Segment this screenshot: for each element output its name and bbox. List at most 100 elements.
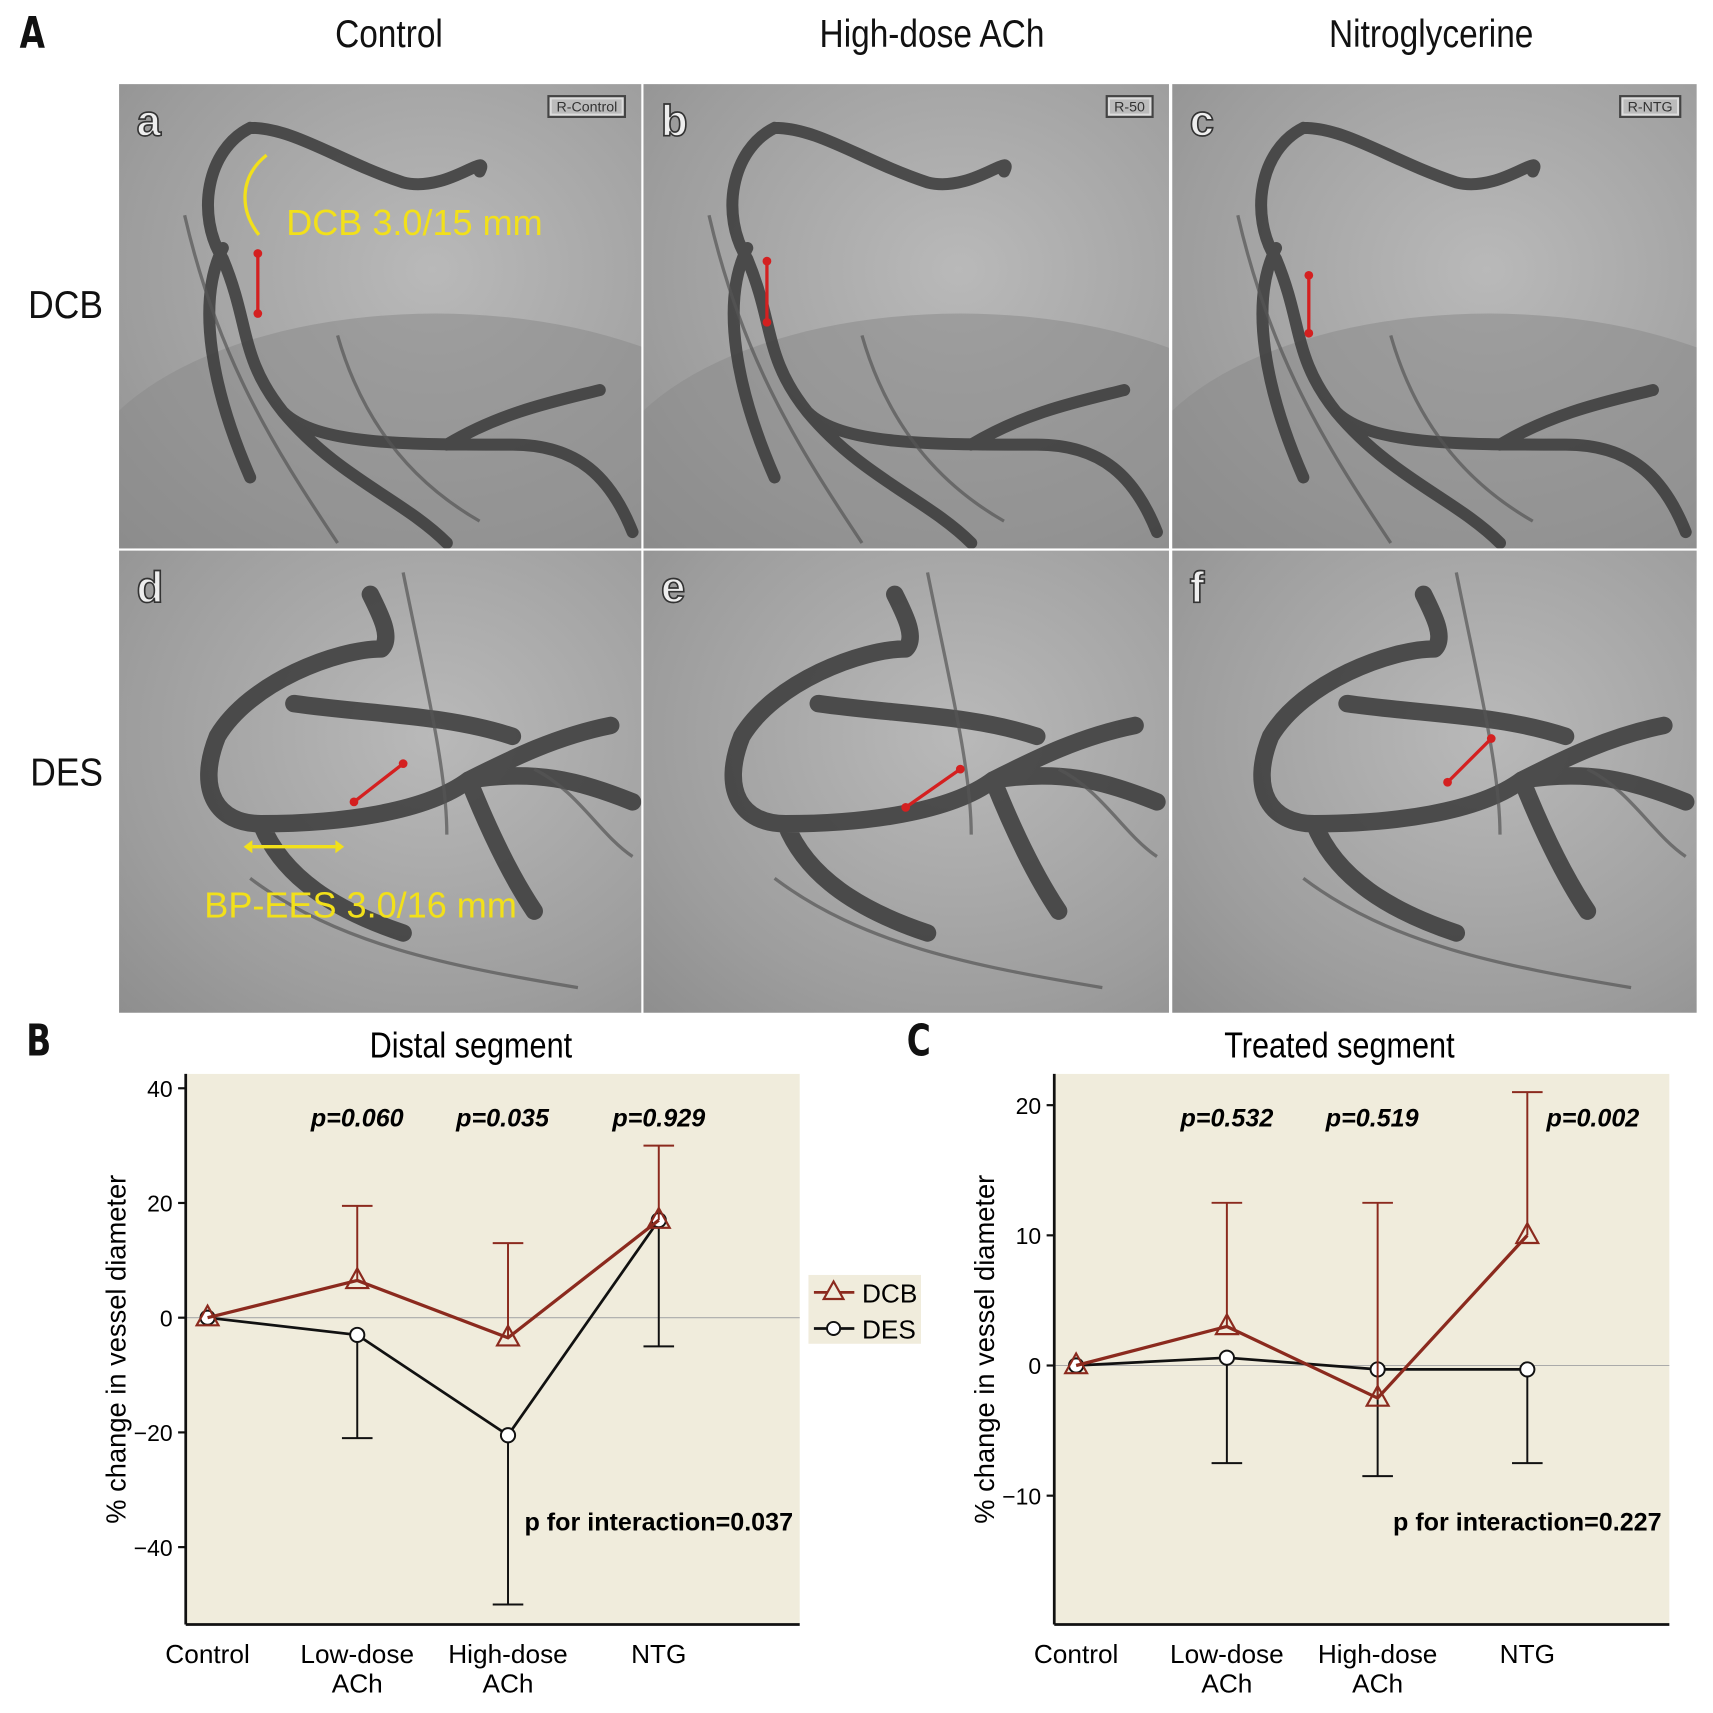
y-tick-label: 10 [1016, 1223, 1042, 1249]
p-value-label: p=0.035 [455, 1104, 550, 1132]
data-point [645, 1205, 672, 1229]
x-tick-label: ACh [1352, 1668, 1403, 1698]
x-tick-label: ACh [1201, 1668, 1252, 1698]
angiogram-image [724, 572, 1166, 990]
red-arrow-icon [1443, 734, 1496, 787]
panel-label-a: A [19, 8, 46, 59]
p-value-label: p=0.532 [1179, 1104, 1273, 1132]
red-arrow-icon [901, 764, 965, 812]
legend-marker [826, 1320, 842, 1337]
legend-label: DES [862, 1314, 916, 1344]
p-value-label: p=0.929 [611, 1104, 705, 1132]
chart-1: Treated segment % change in vessel diamet… [969, 1026, 1670, 1698]
angiogram-panel-f: f [1172, 550, 1697, 1013]
panel-letter: c [1189, 96, 1215, 146]
plot-background [185, 1073, 800, 1625]
series-line [207, 1218, 660, 1340]
data-point [344, 1266, 371, 1290]
x-tick-label: NTG [631, 1639, 686, 1669]
data-point [349, 1326, 366, 1343]
p-interaction-label: p for interaction=0.227 [1393, 1509, 1662, 1537]
data-point [1364, 1383, 1391, 1407]
x-tick-label: Control [165, 1639, 250, 1669]
y-tick-label: 40 [147, 1076, 173, 1102]
legend-label: DCB [862, 1278, 917, 1308]
red-arrow-icon [762, 256, 772, 327]
red-arrow-icon [253, 249, 263, 318]
angiogram-image [119, 121, 642, 549]
angiogram-panel-e: e [643, 550, 1169, 1013]
angiogram-panel-b: b R-50 [643, 84, 1169, 549]
data-point [1514, 1221, 1541, 1245]
plot-background [1054, 1073, 1670, 1625]
p-value-label: p=0.519 [1325, 1104, 1419, 1132]
x-tick-label: High-dose [1318, 1639, 1438, 1669]
panel-letter: b [660, 96, 688, 146]
data-point [495, 1323, 521, 1347]
y-axis-label: % change in vessel diameter [101, 1175, 132, 1524]
view-tag: R-50 [1105, 95, 1154, 118]
angiogram-panel-d: d BP-EES 3.0/16 mm [119, 550, 642, 1013]
column-header-nitroglycerine: Nitroglycerine [1329, 10, 1534, 56]
angiogram-panel-c: c R-NTG [1172, 84, 1697, 549]
yellow-arrow-icon [243, 840, 345, 854]
angiogram-image [1253, 572, 1695, 990]
p-value-label: p=0.060 [310, 1104, 404, 1132]
x-tick-label: Control [1034, 1639, 1119, 1669]
x-tick-label: Low-dose [1170, 1639, 1284, 1669]
data-point [194, 1303, 221, 1327]
series-line [207, 1219, 660, 1438]
y-tick-label: −10 [1002, 1483, 1041, 1509]
series-des [199, 1212, 675, 1606]
y-tick-label: 20 [1016, 1093, 1042, 1119]
series-line [1075, 1234, 1529, 1401]
x-tick-label: High-dose [448, 1639, 568, 1669]
chart-title: Distal segment [370, 1026, 573, 1066]
x-tick-label: ACh [483, 1668, 534, 1698]
p-interaction-label: p for interaction=0.037 [524, 1509, 793, 1537]
p-value-label: p=0.002 [1545, 1104, 1639, 1132]
angiogram-panel-a: a R-Control DCB 3.0/15 mm [119, 84, 642, 549]
angiogram-image [200, 572, 642, 990]
y-tick-label: 0 [1028, 1353, 1041, 1379]
x-tick-label: Low-dose [300, 1639, 414, 1669]
view-tag: R-Control [547, 95, 627, 118]
yellow-arrow-icon [243, 153, 268, 236]
chart-title: Treated segment [1224, 1026, 1455, 1066]
column-header-control: Control [335, 10, 443, 56]
panel-letter: f [1189, 563, 1205, 613]
red-arrow-icon [349, 759, 408, 807]
panel-letter: d [136, 563, 164, 613]
row-header-des: DES [30, 749, 104, 795]
panel-letter: e [660, 563, 686, 613]
view-tag: R-NTG [1618, 95, 1682, 118]
panel-letter: a [136, 96, 162, 146]
data-point [1063, 1351, 1089, 1375]
series-dcb [194, 1144, 675, 1347]
data-point [499, 1427, 517, 1444]
angiogram-image [1172, 121, 1697, 549]
data-point [1218, 1349, 1235, 1366]
y-axis-label: % change in vessel diameter [969, 1175, 1000, 1524]
x-tick-label: ACh [332, 1668, 383, 1698]
y-tick-label: −40 [134, 1535, 173, 1561]
series-dcb [1063, 1091, 1543, 1407]
data-point [1519, 1361, 1536, 1378]
red-arrow-icon [1304, 270, 1314, 338]
column-header-high-dose-ach: High-dose ACh [819, 10, 1045, 56]
row-header-dcb: DCB [28, 281, 103, 327]
y-tick-label: 20 [147, 1191, 173, 1217]
angiogram-image [643, 121, 1169, 549]
panel-label-b: B [26, 1016, 52, 1067]
data-point [1214, 1312, 1240, 1336]
legend-marker [821, 1279, 846, 1301]
chart-0: Distal segment % change in vessel diamete… [101, 1026, 800, 1698]
y-tick-label: −20 [134, 1420, 173, 1446]
legend: DCB DES [808, 1274, 921, 1344]
device-annotation: DCB 3.0/15 mm [286, 202, 543, 243]
panel-label-c: C [906, 1016, 931, 1067]
y-tick-label: 0 [160, 1305, 173, 1331]
device-annotation: BP-EES 3.0/16 mm [204, 884, 517, 926]
